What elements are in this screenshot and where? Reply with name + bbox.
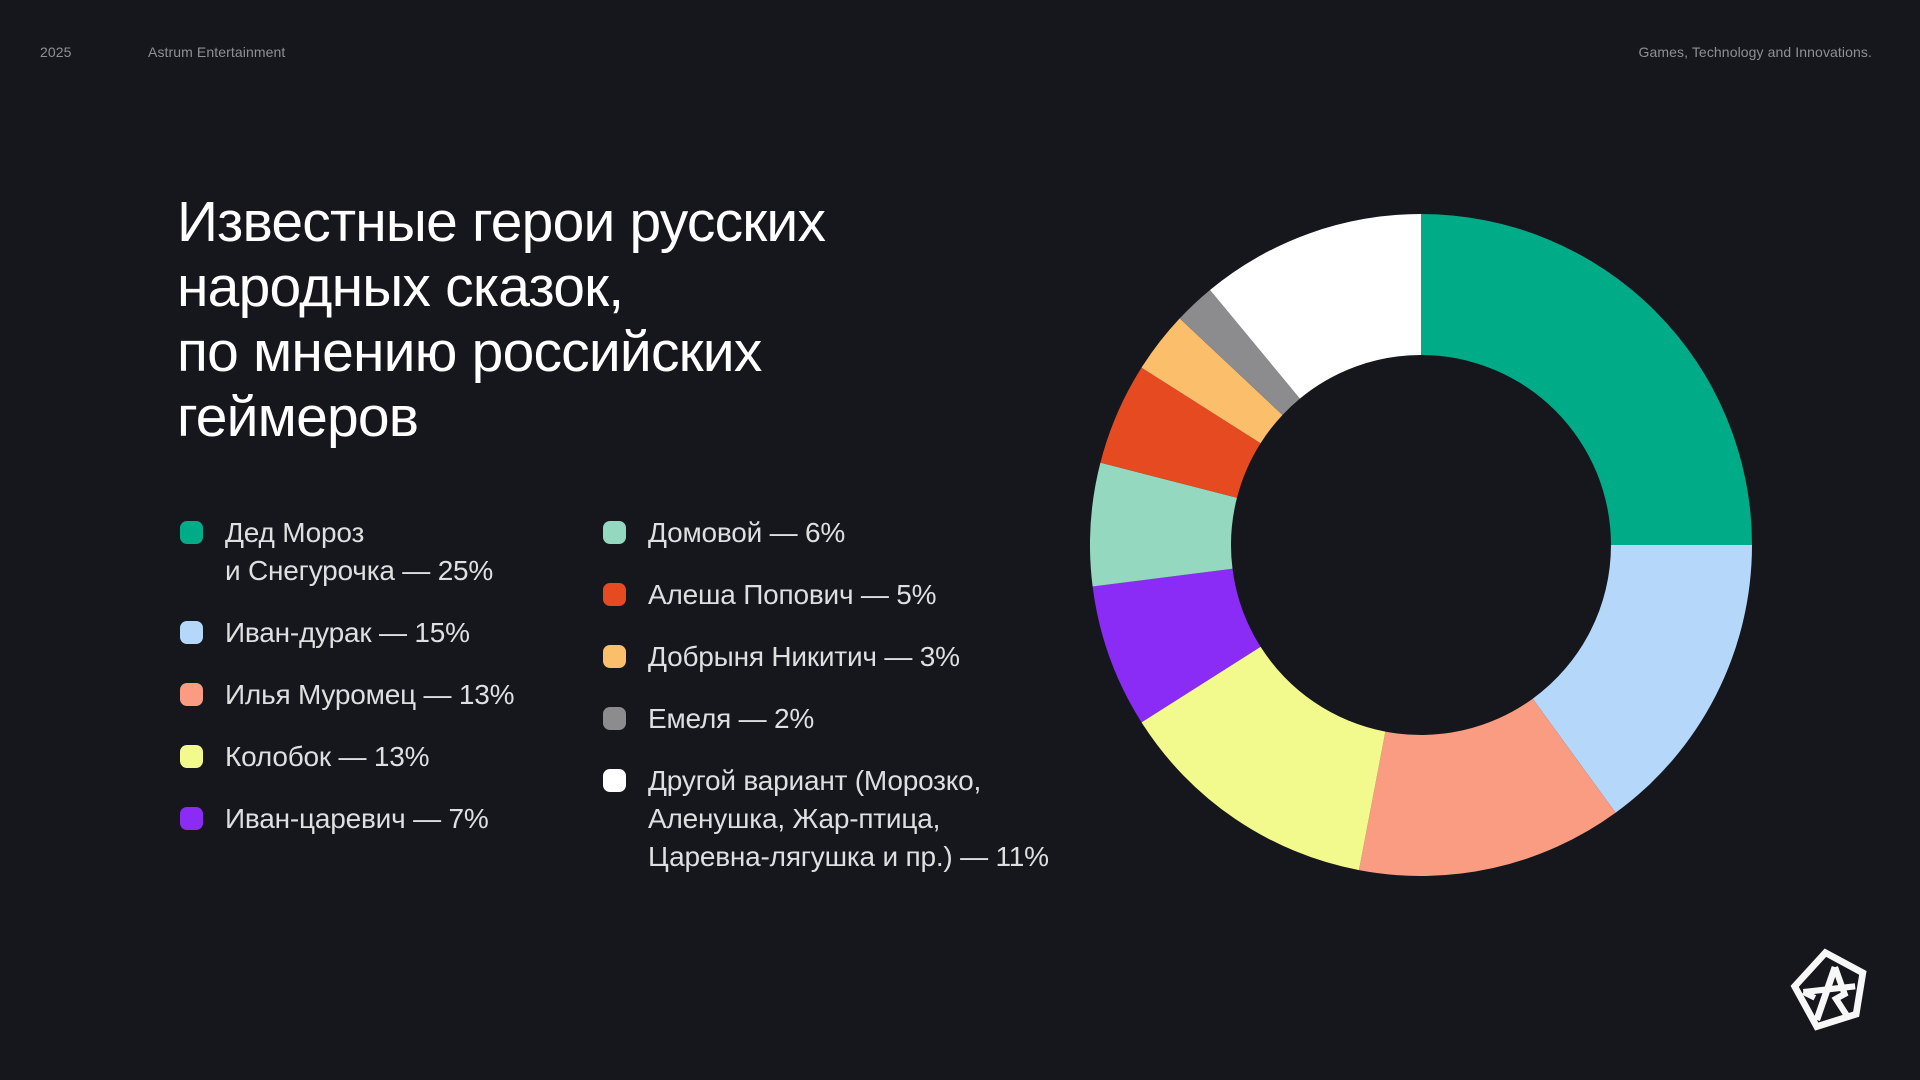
legend-label: Иван-царевич — 7%	[225, 803, 489, 834]
legend-item: Иван-дурак — 15%	[180, 614, 514, 652]
legend-swatch	[603, 583, 626, 606]
legend-item: Добрыня Никитич — 3%	[603, 638, 1049, 676]
legend-label: Емеля — 2%	[648, 703, 815, 734]
legend-item: Емеля — 2%	[603, 700, 1049, 738]
legend-column-left: Дед Мороз и Снегурочка — 25% Иван-дурак …	[180, 514, 515, 838]
page-title-line: Известные герои русских	[177, 190, 826, 254]
legend-item: Алеша Попович — 5%	[603, 576, 1049, 614]
legend-label: Алеша Попович — 5%	[648, 579, 937, 610]
donut-slice	[1141, 318, 1283, 444]
donut-slice	[1090, 462, 1237, 587]
legend-item: Домовой — 6%	[603, 514, 1049, 552]
legend-swatch	[180, 807, 203, 830]
legend-swatch	[603, 769, 626, 792]
legend-label: Илья Муромец — 13%	[225, 679, 515, 710]
header-tagline: Games, Technology and Innovations.	[1638, 44, 1872, 60]
legend-label: Колобок — 13%	[225, 741, 430, 772]
legend-label: Иван-дурак — 15%	[225, 617, 470, 648]
legend-label: Дед Мороз	[225, 517, 365, 548]
legend-swatch	[180, 521, 203, 544]
legend-swatch	[603, 521, 626, 544]
legend-label: Другой вариант (Морозко,	[648, 765, 982, 796]
donut-slice	[1532, 545, 1752, 813]
legend-swatch	[180, 621, 203, 644]
donut-slice	[1421, 214, 1752, 545]
page-title-line: геймеров	[177, 385, 419, 449]
legend-column-right: Домовой — 6% Алеша Попович — 5% Добрыня …	[603, 514, 1049, 876]
legend-swatch	[180, 683, 203, 706]
legend-label: Царевна-лягушка и пр.) — 11%	[648, 841, 1049, 872]
donut-slice	[1092, 568, 1261, 723]
legend-label: Аленушка, Жар-птица,	[648, 803, 941, 834]
donut-chart	[1090, 214, 1752, 876]
header-brand: Astrum Entertainment	[148, 44, 286, 60]
page-title-line: народных сказок,	[177, 255, 624, 319]
legend-label: и Снегурочка — 25%	[225, 555, 494, 586]
legend-item: Илья Муромец — 13%	[180, 676, 515, 714]
donut-slice	[1210, 214, 1421, 399]
legend-item: Колобок — 13%	[180, 738, 514, 776]
legend-swatch	[603, 707, 626, 730]
legend-item: Дед Мороз и Снегурочка — 25%	[180, 514, 514, 590]
legend-item: Иван-царевич — 7%	[180, 800, 514, 838]
legend-swatch	[603, 645, 626, 668]
donut-slice	[1141, 646, 1386, 871]
page-title: Известные герои русских народных сказок,…	[177, 190, 826, 450]
header-year: 2025	[40, 44, 72, 60]
legend-label: Домовой — 6%	[648, 517, 846, 548]
donut-slice	[1179, 289, 1300, 415]
donut-slice	[1358, 698, 1616, 876]
legend-label: Добрыня Никитич — 3%	[648, 641, 960, 672]
legend-swatch	[180, 745, 203, 768]
astrum-logo-icon	[1787, 945, 1883, 1043]
legend-item: Другой вариант (Морозко, Аленушка, Жар-п…	[603, 762, 1049, 876]
donut-slice	[1100, 367, 1261, 498]
page-title-line: по мнению российских	[177, 320, 762, 384]
